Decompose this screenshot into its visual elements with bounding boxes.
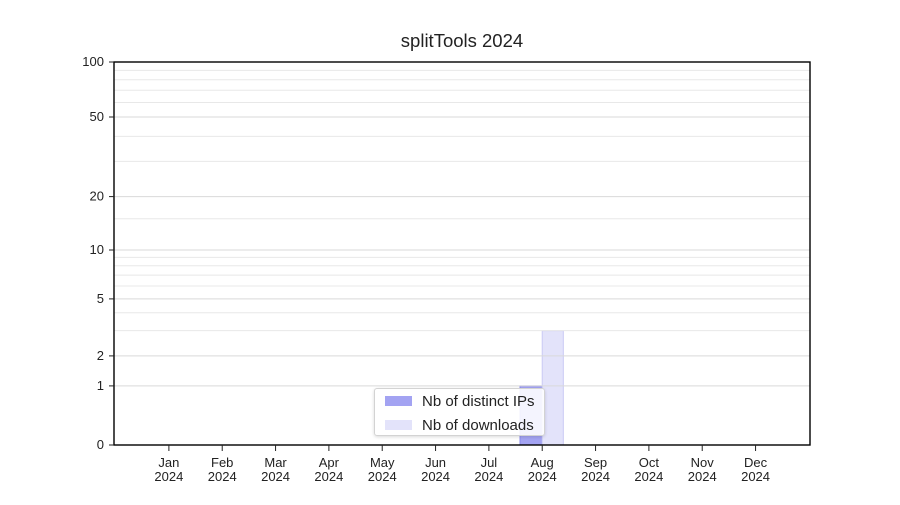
svg-text:50: 50	[90, 109, 104, 124]
svg-text:Oct: Oct	[639, 455, 660, 470]
svg-text:10: 10	[90, 242, 104, 257]
svg-text:2024: 2024	[528, 469, 557, 484]
svg-text:0: 0	[97, 437, 104, 452]
svg-text:2024: 2024	[261, 469, 290, 484]
svg-text:2024: 2024	[314, 469, 343, 484]
svg-text:Feb: Feb	[211, 455, 233, 470]
svg-text:2024: 2024	[368, 469, 397, 484]
svg-text:Nov: Nov	[691, 455, 715, 470]
svg-text:100: 100	[82, 54, 104, 69]
svg-text:2024: 2024	[421, 469, 450, 484]
svg-text:Dec: Dec	[744, 455, 768, 470]
svg-text:2024: 2024	[474, 469, 503, 484]
svg-text:1: 1	[97, 378, 104, 393]
svg-text:Aug: Aug	[531, 455, 554, 470]
svg-text:2024: 2024	[581, 469, 610, 484]
svg-text:2: 2	[97, 348, 104, 363]
svg-text:Apr: Apr	[319, 455, 340, 470]
svg-text:2024: 2024	[154, 469, 183, 484]
svg-text:2024: 2024	[688, 469, 717, 484]
svg-text:2024: 2024	[208, 469, 237, 484]
svg-text:Jul: Jul	[481, 455, 498, 470]
svg-text:Mar: Mar	[264, 455, 287, 470]
svg-text:Sep: Sep	[584, 455, 607, 470]
svg-text:2024: 2024	[634, 469, 663, 484]
svg-text:20: 20	[90, 189, 104, 204]
svg-text:May: May	[370, 455, 395, 470]
svg-text:Jan: Jan	[158, 455, 179, 470]
svg-text:Jun: Jun	[425, 455, 446, 470]
svg-text:5: 5	[97, 291, 104, 306]
svg-text:2024: 2024	[741, 469, 770, 484]
